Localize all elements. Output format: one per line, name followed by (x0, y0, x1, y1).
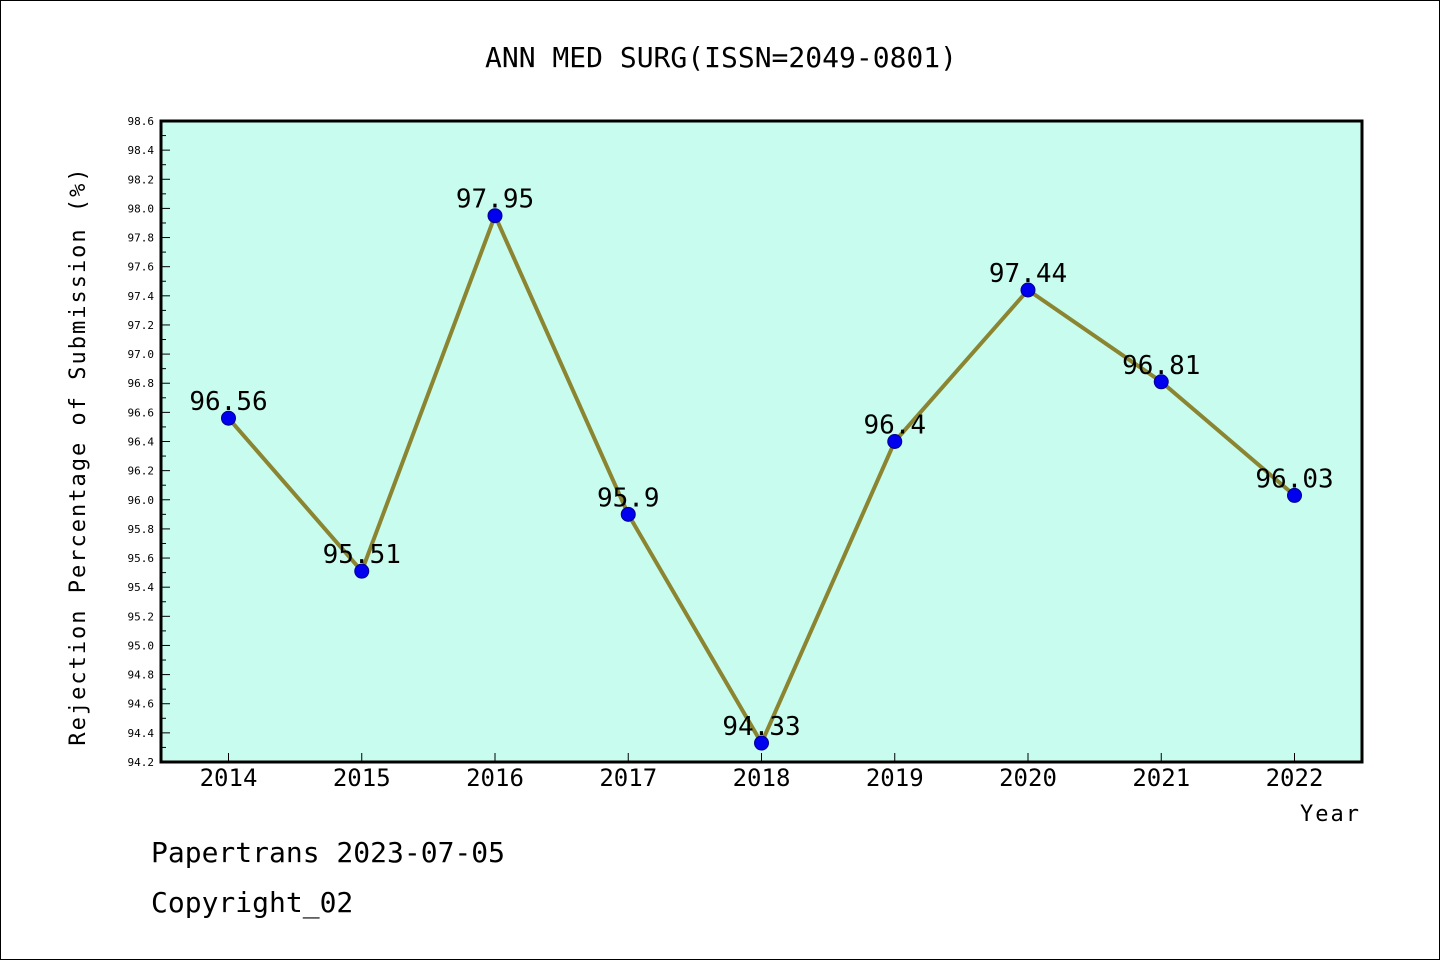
plot-area (161, 121, 1362, 762)
chart-title: ANN MED SURG(ISSN=2049-0801) (485, 41, 957, 74)
x-tick-label: 2014 (200, 764, 258, 792)
y-tick-label: 97.6 (128, 261, 155, 274)
footer-date: Papertrans 2023-07-05 (151, 836, 506, 869)
y-axis-label: Rejection Percentage of Submission (%) (66, 166, 91, 745)
y-tick-label: 96.2 (128, 465, 155, 478)
data-label-2015: 95.51 (323, 540, 401, 570)
footer-copyright: Copyright_02 (151, 886, 354, 919)
y-tick-label: 97.8 (128, 232, 155, 245)
y-tick-label: 94.8 (128, 669, 155, 682)
x-tick-label: 2022 (1266, 764, 1324, 792)
y-tick-label: 95.2 (128, 610, 155, 623)
y-tick-label: 96.0 (128, 494, 155, 507)
data-label-2021: 96.81 (1122, 351, 1200, 381)
x-tick-label: 2020 (999, 764, 1057, 792)
x-tick-label: 2019 (866, 764, 924, 792)
x-tick-label: 2021 (1132, 764, 1190, 792)
plot-frame (159, 119, 1364, 764)
data-label-2020: 97.44 (989, 259, 1067, 289)
data-label-2016: 97.95 (456, 185, 534, 215)
y-tick-label: 97.4 (128, 290, 155, 303)
data-point-2019 (887, 434, 903, 449)
y-tick-label: 96.4 (128, 436, 155, 449)
data-label-2014: 96.56 (189, 387, 267, 417)
data-point-2022 (1287, 487, 1302, 503)
y-tick-label: 95.8 (128, 523, 155, 536)
data-label-2019: 96.4 (863, 411, 926, 441)
data-point-2014 (221, 410, 236, 426)
data-point-2015 (354, 563, 370, 579)
y-tick-label: 95.0 (128, 639, 155, 652)
data-point-2018 (754, 735, 769, 751)
y-tick-label: 96.6 (128, 406, 155, 419)
y-tick-label: 95.6 (128, 552, 155, 565)
data-label-2017: 95.9 (597, 483, 660, 513)
data-point-2021 (1153, 374, 1169, 390)
x-tick-label: 2016 (466, 764, 524, 792)
x-axis: 2014 2015 2016 2017 2018 2019 2020 2021 2022 (200, 753, 1324, 792)
y-tick-label: 95.4 (128, 581, 155, 594)
data-point-2016 (487, 208, 503, 224)
y-tick-label: 94.6 (128, 698, 155, 711)
y-tick-label: 94.2 (128, 756, 155, 769)
x-tick-label: 2017 (599, 764, 657, 792)
y-tick-label: 98.6 (128, 115, 155, 128)
data-markers (221, 208, 1302, 751)
data-label-2022: 96.03 (1255, 464, 1333, 494)
x-axis-label: Year (1300, 802, 1361, 827)
data-point-2017 (620, 506, 636, 522)
y-tick-label: 98.4 (128, 144, 155, 157)
y-axis: 94.2 94.4 94.6 94.8 95.0 95.2 95.4 95.6 95.8 96.0… (128, 115, 170, 769)
x-tick-label: 2018 (733, 764, 791, 792)
y-tick-label: 97.2 (128, 319, 155, 332)
data-point-2020 (1020, 282, 1036, 298)
y-tick-label: 96.8 (128, 377, 155, 390)
y-tick-label: 98.2 (128, 173, 155, 186)
y-tick-label: 94.4 (128, 727, 155, 740)
y-tick-label: 97.0 (128, 348, 155, 361)
data-label-2018: 94.33 (722, 712, 800, 742)
data-labels: 96.56 95.51 97.95 95.9 94.33 96.4 97.44 96.81 96… (189, 185, 1333, 742)
y-tick-label: 98.0 (128, 202, 155, 215)
x-tick-label: 2015 (333, 764, 391, 792)
